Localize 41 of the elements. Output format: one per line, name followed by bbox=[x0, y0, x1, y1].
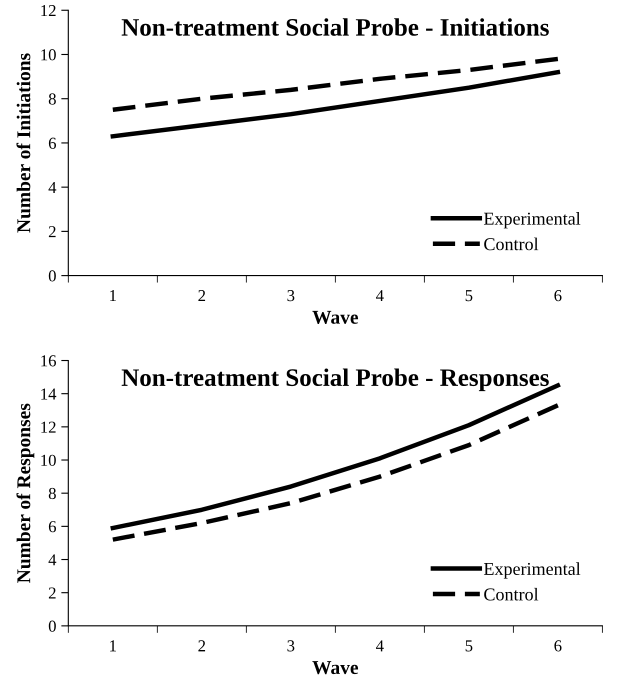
chart-title: Non-treatment Social Probe - Initiations bbox=[122, 18, 549, 36]
x-tick-label: 1 bbox=[110, 290, 116, 302]
y-tick-label: 12 bbox=[41, 5, 56, 16]
x-tick-label: 3 bbox=[287, 290, 294, 302]
x-tick-label: 6 bbox=[554, 640, 562, 652]
x-tick-label: 2 bbox=[198, 290, 206, 302]
y-tick-label: 14 bbox=[41, 388, 56, 400]
y-tick-label: 6 bbox=[48, 138, 56, 149]
y-tick-label: 2 bbox=[48, 226, 56, 238]
line-series bbox=[110, 56, 560, 112]
y-tick-label: 12 bbox=[41, 422, 56, 433]
x-tick-label: 6 bbox=[554, 290, 562, 302]
y-tick-label: 6 bbox=[48, 521, 56, 532]
x-tick-label: 2 bbox=[198, 640, 206, 652]
y-axis-title: Number of Initiations bbox=[16, 53, 30, 233]
x-tick-label: 5 bbox=[466, 640, 472, 652]
y-tick-label: 0 bbox=[48, 270, 56, 282]
x-axis-title: Wave bbox=[312, 661, 358, 674]
x-tick-label: 5 bbox=[466, 290, 472, 302]
x-tick-label: 4 bbox=[376, 290, 384, 302]
y-tick-label: 16 bbox=[41, 355, 56, 366]
legend-label: Control bbox=[484, 588, 538, 601]
x-axis-title: Wave bbox=[312, 310, 358, 324]
legend-label: Experimental bbox=[484, 562, 580, 579]
x-tick-label: 1 bbox=[110, 640, 116, 652]
legend-label: Control bbox=[484, 238, 538, 250]
y-tick-label: 0 bbox=[48, 620, 56, 632]
chart-title: Non-treatment Social Probe - Responses bbox=[122, 368, 549, 392]
y-tick-label: 4 bbox=[48, 554, 56, 566]
y-tick-label: 4 bbox=[48, 182, 56, 193]
y-tick-label: 8 bbox=[48, 488, 56, 500]
y-tick-label: 2 bbox=[48, 587, 56, 598]
x-tick-label: 4 bbox=[376, 640, 384, 652]
line-series bbox=[110, 70, 560, 139]
y-tick-label: 10 bbox=[41, 49, 56, 60]
x-tick-label: 3 bbox=[287, 640, 294, 652]
y-tick-label: 8 bbox=[48, 93, 56, 105]
line-series bbox=[110, 403, 560, 542]
y-tick-label: 10 bbox=[41, 454, 56, 466]
legend-label: Experimental bbox=[484, 212, 580, 228]
y-axis-title: Number of Responses bbox=[16, 404, 34, 583]
